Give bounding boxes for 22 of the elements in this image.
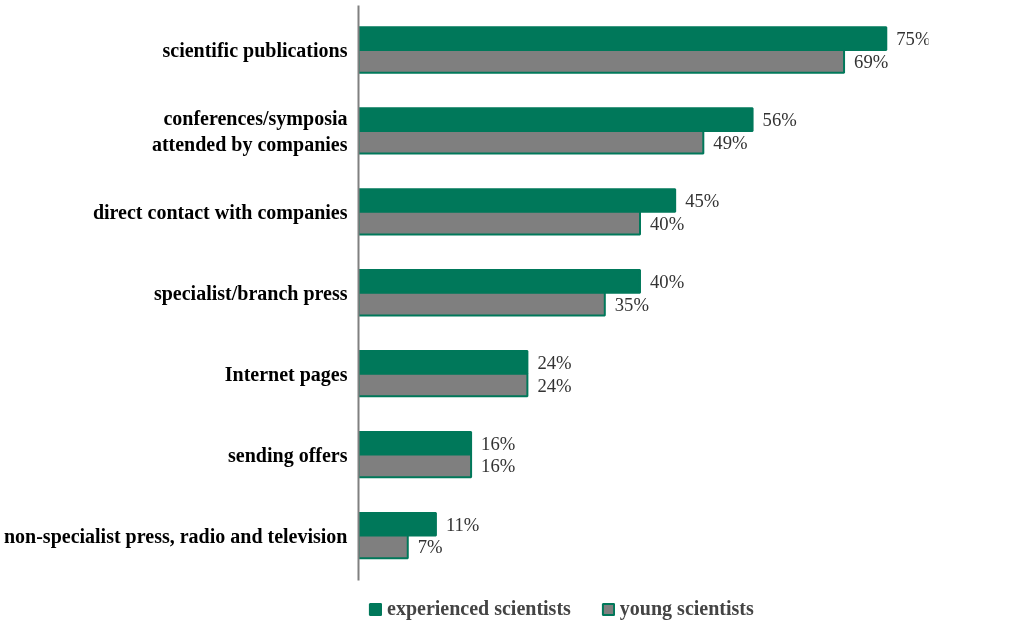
y-tick-label: specialist/branch press bbox=[153, 281, 348, 305]
data-label: 56% bbox=[762, 109, 797, 131]
y-tick-label: Internet pages bbox=[224, 362, 348, 386]
data-label: 40% bbox=[649, 270, 685, 292]
y-tick-label: non-specialist press, radio and television bbox=[3, 524, 348, 548]
data-label: 24% bbox=[537, 374, 572, 396]
data-label: 45% bbox=[685, 190, 720, 212]
data-label: 49% bbox=[713, 131, 748, 153]
data-label: 7% bbox=[417, 536, 443, 558]
data-label: 35% bbox=[614, 293, 649, 315]
y-tick-label: scientific publications bbox=[162, 39, 348, 63]
data-label: 16% bbox=[481, 432, 516, 454]
legend-label: experienced scientists bbox=[387, 597, 571, 620]
data-label: 40% bbox=[649, 212, 685, 234]
y-tick-label: conferences/symposia attended by companies bbox=[151, 106, 348, 157]
y-tick-label: sending offers bbox=[228, 443, 348, 467]
legend-label: young scientists bbox=[619, 597, 754, 620]
data-label: 69% bbox=[854, 50, 889, 72]
data-label: 11% bbox=[445, 513, 480, 535]
data-label: 16% bbox=[481, 455, 516, 477]
y-tick-label: direct contact with companies bbox=[92, 200, 348, 224]
data-label: 24% bbox=[537, 351, 572, 373]
